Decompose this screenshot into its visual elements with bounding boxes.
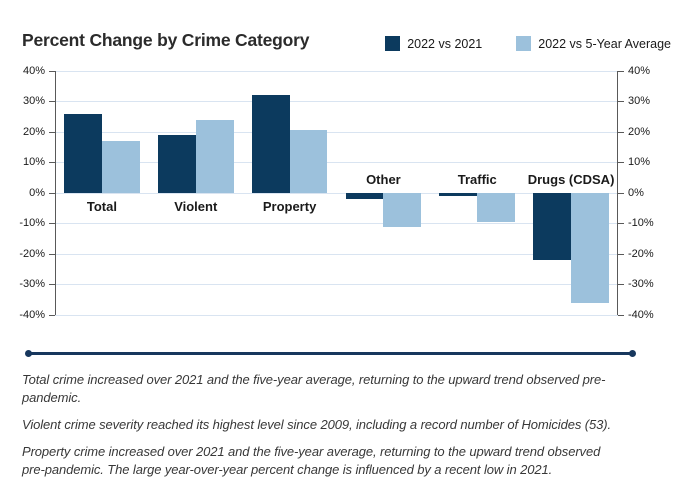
left-tick-label-0: 0% <box>29 186 45 199</box>
bar-property-s0 <box>251 95 290 193</box>
legend-label: 2022 vs 2021 <box>407 36 483 51</box>
right-tick-40 <box>618 70 624 72</box>
left-tick-label-10: 10% <box>22 156 45 168</box>
legend-label: 2022 vs 5-Year Average <box>538 36 671 51</box>
left-tick-30 <box>49 101 55 102</box>
legend-item-2022-vs-5-year-average: 2022 vs 5-Year Average <box>516 36 671 51</box>
right-tick-label-30: 30% <box>628 95 651 107</box>
bar-violent-s0 <box>157 135 196 193</box>
gridline--10 <box>55 223 618 224</box>
legend-swatch-light-icon <box>516 36 532 51</box>
bar-property-s1 <box>289 130 328 193</box>
right-tick--40 <box>618 314 624 316</box>
divider-line <box>25 349 636 357</box>
left-tick-label--30: -30% <box>19 278 45 290</box>
gridline-40 <box>55 70 618 72</box>
category-label-other: Other <box>366 172 401 187</box>
right-tick-label-20: 20% <box>628 125 651 138</box>
left-tick-40 <box>49 70 55 72</box>
legend-swatch-dark-icon <box>385 36 401 51</box>
divider-dot-left <box>25 349 32 357</box>
right-tick-label-40: 40% <box>628 64 651 77</box>
bar-violent-s1 <box>195 119 234 193</box>
bar-total-s1 <box>101 141 140 193</box>
bar-other-s0 <box>345 193 384 200</box>
left-tick-label-20: 20% <box>22 125 45 138</box>
right-tick-0 <box>618 192 624 194</box>
bar-traffic-s0 <box>439 193 478 197</box>
right-tick-label-0: 0% <box>628 186 644 199</box>
gridline-30 <box>55 101 618 102</box>
gridline-0 <box>55 192 618 194</box>
gridline--30 <box>55 284 618 285</box>
right-tick-10 <box>618 162 624 163</box>
right-tick-label--40: -40% <box>628 308 654 321</box>
left-tick-label--40: -40% <box>19 308 45 321</box>
legend-item-2022-vs-2021: 2022 vs 2021 <box>385 36 482 51</box>
right-tick-label--30: -30% <box>628 278 654 290</box>
right-tick-30 <box>618 101 624 102</box>
left-tick-20 <box>49 131 55 133</box>
right-tick-label--10: -10% <box>628 217 654 229</box>
gridline--40 <box>55 314 618 316</box>
category-label-drugs-cdsa-: Drugs (CDSA) <box>527 172 615 187</box>
bar-traffic-s1 <box>477 193 516 222</box>
bar-total-s0 <box>64 113 102 193</box>
left-tick-label-40: 40% <box>22 64 45 77</box>
right-tick--30 <box>618 284 624 285</box>
y-axis-left <box>55 71 56 315</box>
right-tick--20 <box>618 253 624 255</box>
right-tick-label--20: -20% <box>628 247 654 260</box>
right-tick-20 <box>618 131 624 133</box>
right-tick-label-10: 10% <box>628 156 651 168</box>
chart-legend: 2022 vs 2021 2022 vs 5-Year Average <box>385 36 671 51</box>
category-label-property: Property <box>262 199 317 214</box>
left-tick--20 <box>49 253 55 255</box>
gridline--20 <box>55 253 618 255</box>
category-label-violent: Violent <box>174 199 218 214</box>
divider-dot-right <box>629 349 636 357</box>
category-label-traffic: Traffic <box>457 172 497 187</box>
chart-title: Percent Change by Crime Category <box>22 30 310 50</box>
left-tick-10 <box>49 162 55 163</box>
left-tick-label--10: -10% <box>19 217 45 229</box>
note-violent-crime: Violent crime severity reached its highe… <box>22 417 611 432</box>
note-total-crime: Total crime increased over 2021 and the … <box>22 372 606 405</box>
left-tick--40 <box>49 314 55 316</box>
bar-chart: 40% 40% 30% 30% 20% 20% 10% 10% 0% 0% -10% -10% -20%… <box>19 64 654 321</box>
gridline-10 <box>55 162 618 163</box>
category-label-total: Total <box>86 199 117 214</box>
left-tick-0 <box>49 192 55 194</box>
left-tick-label-30: 30% <box>22 95 45 107</box>
bar-drugs-cdsa--s1 <box>571 193 609 303</box>
left-tick--30 <box>49 284 55 285</box>
right-tick--10 <box>618 223 624 224</box>
left-tick-label--20: -20% <box>19 247 45 260</box>
note-property-crime: Property crime increased over 2021 and t… <box>22 444 601 477</box>
bar-drugs-cdsa--s0 <box>533 193 572 261</box>
gridline-20 <box>55 131 618 133</box>
y-axis-right <box>617 71 618 315</box>
bar-other-s1 <box>383 193 422 227</box>
left-tick--10 <box>49 223 55 224</box>
